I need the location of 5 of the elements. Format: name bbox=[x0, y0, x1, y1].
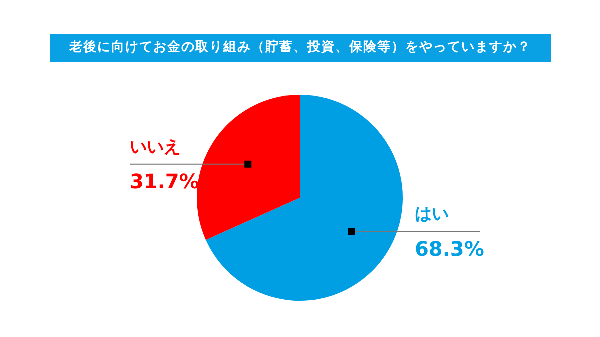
data-label: 31.7% bbox=[130, 170, 200, 194]
slice-label: はい bbox=[415, 204, 449, 225]
data-label: 68.3% bbox=[415, 236, 484, 261]
slice-label: いいえ bbox=[130, 137, 181, 158]
chart-title: 老後に向けてお金の取り組み（貯蓄、投資、保険等）をやっていますか？ bbox=[50, 34, 551, 62]
